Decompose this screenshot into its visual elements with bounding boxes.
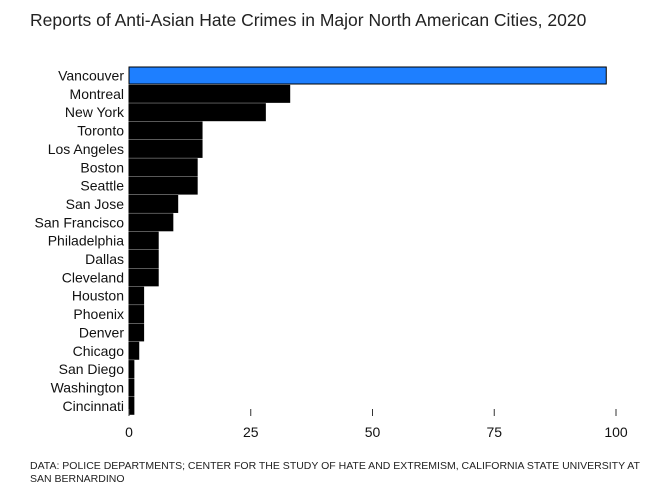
category-label: Houston: [72, 288, 124, 304]
chart-title: Reports of Anti-Asian Hate Crimes in Maj…: [30, 10, 587, 30]
bar-denver: [128, 323, 145, 342]
bar-san-jose: [128, 194, 179, 213]
bar-cincinnati: [128, 396, 135, 415]
category-label: Cleveland: [62, 269, 124, 285]
bar-montreal: [128, 84, 291, 103]
category-label: Chicago: [73, 343, 125, 359]
category-label: Seattle: [80, 178, 124, 194]
category-label: Washington: [51, 379, 124, 395]
category-label: New York: [65, 104, 125, 120]
bar-seattle: [128, 176, 198, 195]
category-label: Phoenix: [73, 306, 124, 322]
x-tick-label: 75: [486, 424, 502, 440]
category-label: Montreal: [70, 86, 124, 102]
category-label: Toronto: [77, 123, 124, 139]
bar-philadelphia: [128, 231, 159, 250]
bar-dallas: [128, 250, 159, 268]
source-note: DATA: POLICE DEPARTMENTS; CENTER FOR THE…: [30, 460, 640, 485]
category-label: Cincinnati: [63, 398, 124, 414]
bar-phoenix: [128, 305, 145, 324]
category-label: Boston: [80, 159, 124, 175]
bar-washington: [128, 378, 135, 397]
x-tick-label: 100: [604, 424, 628, 440]
bar-houston: [128, 286, 145, 305]
bar-toronto: [128, 121, 203, 140]
category-label: Denver: [79, 324, 124, 340]
bar-san-francisco: [128, 213, 174, 232]
category-label: Vancouver: [58, 68, 124, 84]
bar-new-york: [128, 103, 266, 122]
category-label: Los Angeles: [48, 141, 124, 157]
category-label: Dallas: [85, 251, 124, 267]
category-label: Philadelphia: [48, 233, 124, 249]
category-label: San Jose: [66, 196, 125, 212]
category-label: San Francisco: [35, 214, 125, 230]
bar-san-diego: [128, 360, 135, 379]
x-tick-label: 50: [365, 424, 381, 440]
category-label: San Diego: [59, 361, 125, 377]
bar-boston: [128, 158, 198, 177]
x-tick-label: 25: [243, 424, 259, 440]
bar-los-angeles: [128, 139, 203, 158]
bar-chicago: [128, 341, 140, 360]
x-tick-label: 0: [125, 424, 133, 440]
bar-vancouver: [128, 66, 607, 85]
bar-cleveland: [128, 268, 159, 287]
